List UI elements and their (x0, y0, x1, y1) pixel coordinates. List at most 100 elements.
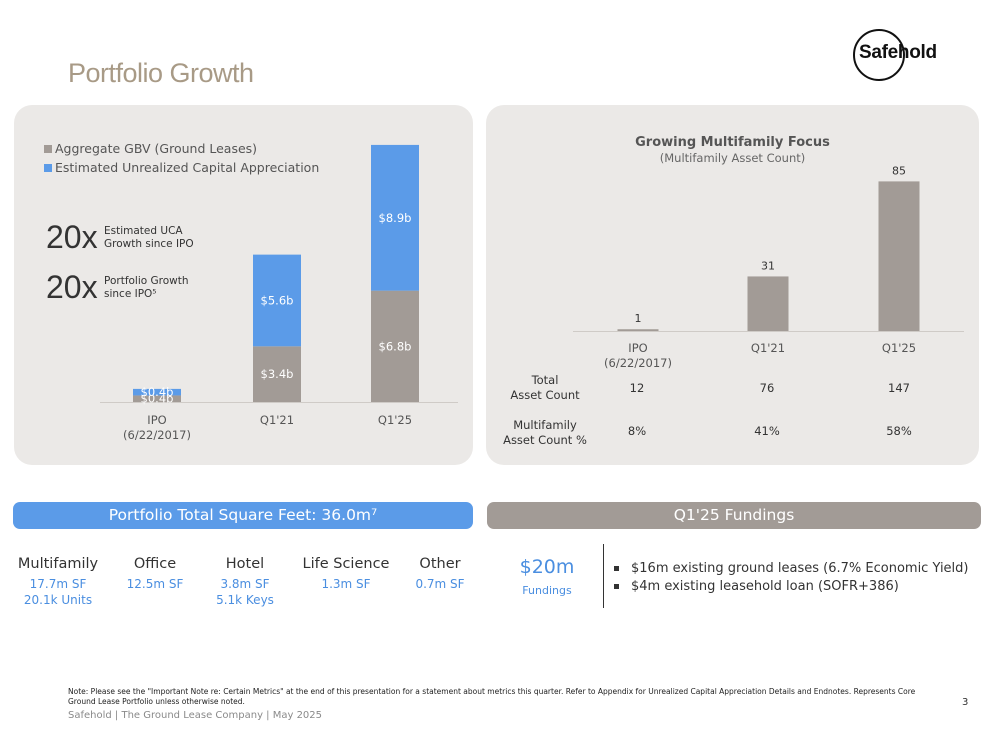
fundings-item: $16m existing ground leases (6.7% Econom… (614, 559, 969, 577)
fundings-header-bar: Q1'25 Fundings (487, 502, 981, 529)
bar-uca (253, 254, 301, 347)
sector-value-line1: 17.7m SF (29, 577, 87, 591)
row-label-line2: Asset Count % (503, 433, 587, 447)
x-tick-label: Q1'21 (751, 341, 785, 355)
footnote: Note: Please see the "Important Note re:… (68, 687, 916, 706)
total-square-feet-bar: Portfolio Total Square Feet: 36.0m⁷ (13, 502, 473, 529)
stat-big-value: 20x (46, 219, 98, 255)
gbv-legend: Aggregate GBV (Ground Leases) Estimated … (44, 139, 319, 177)
row-label-line1: Multifamily (513, 418, 577, 432)
multifamily-pct-ipo: 8% (627, 424, 647, 438)
sector-name: Office (133, 556, 177, 572)
x-tick-label: IPO (628, 341, 647, 355)
stat-uca-growth: 20x Estimated UCA Growth since IPO (46, 219, 204, 256)
x-tick-label: (6/22/2017) (123, 428, 191, 442)
chart-subtitle: (Multifamily Asset Count) (659, 151, 806, 165)
legend-label-uca: Estimated Unrealized Capital Appreciatio… (55, 160, 320, 175)
data-label: $5.6b (261, 293, 294, 307)
stat-portfolio-growth: 20x Portfolio Growth since IPO⁵ (46, 269, 204, 306)
safehold-logo: Safehold (853, 29, 937, 81)
sector-name: Multifamily (17, 556, 99, 572)
legend-label-gbv: Aggregate GBV (Ground Leases) (55, 141, 258, 156)
sector-name: Hotel (225, 556, 265, 572)
data-label: $6.8b (379, 339, 412, 353)
x-tick-label: IPO (147, 413, 166, 427)
bar-gbv (253, 346, 301, 402)
total-asset-count-q125: 147 (888, 381, 910, 395)
sector-value: 17.7m SF 20.1k Units (12, 576, 104, 608)
stat-label: Estimated UCA Growth since IPO (104, 225, 204, 251)
row-label-line1: Total (531, 373, 559, 387)
sector-multifamily: Multifamily 17.7m SF 20.1k Units (12, 556, 104, 608)
stat-label-line1: Portfolio Growth (104, 274, 189, 287)
chart-title: Growing Multifamily Focus (635, 135, 830, 150)
fundings-divider (603, 544, 604, 608)
sector-value-line1: 12.5m SF (126, 577, 184, 591)
x-tick-label: (6/22/2017) (604, 356, 672, 370)
bar-multifamily (617, 329, 659, 331)
fundings-item-text: $4m existing leasehold loan (SOFR+386) (631, 578, 899, 594)
multifamily-focus-panel: Growing Multifamily Focus (Multifamily A… (486, 105, 979, 465)
data-label: 85 (892, 164, 906, 177)
row-label-line2: Asset Count (510, 388, 580, 402)
multifamily-pct-q121: 41% (754, 424, 780, 438)
sector-value-line2: 20.1k Units (23, 593, 93, 607)
total-asset-count-ipo: 12 (629, 381, 645, 395)
total-asset-count-q121: 76 (759, 381, 775, 395)
bar-multifamily (747, 276, 789, 331)
row-label-multifamily-pct: Multifamily Asset Count % (500, 418, 590, 448)
x-tick-label: Q1'25 (882, 341, 916, 355)
sector-value-line1: 1.3m SF (321, 577, 371, 591)
legend-item-gbv: Aggregate GBV (Ground Leases) (44, 139, 319, 158)
bullet-icon (614, 583, 619, 589)
sector-value: 1.3m SF (298, 576, 394, 592)
sector-value-line1: 0.7m SF (415, 577, 465, 591)
legend-swatch-uca (44, 163, 52, 172)
data-label: $3.4b (261, 367, 294, 381)
legend-item-uca: Estimated Unrealized Capital Appreciatio… (44, 158, 319, 177)
data-label: 1 (635, 312, 642, 325)
sector-life-science: Life Science 1.3m SF (298, 556, 394, 592)
fundings-item-text: $16m existing ground leases (6.7% Econom… (631, 560, 969, 576)
stat-label-line2: since IPO⁵ (104, 287, 157, 300)
sector-value-line1: 3.8m SF (220, 577, 270, 591)
bar-uca (133, 388, 181, 396)
fundings-item: $4m existing leasehold loan (SOFR+386) (614, 577, 969, 595)
bar-gbv (133, 395, 181, 402)
logo-text: Safehold (859, 42, 937, 63)
stat-label-line2: Growth since IPO (104, 237, 194, 250)
sector-value: 0.7m SF (405, 576, 475, 592)
bullet-icon (614, 565, 619, 571)
data-label: 31 (761, 259, 775, 272)
stat-big-value: 20x (46, 269, 98, 305)
multifamily-asset-chart: 1 IPO(6/22/2017) 31 Q1'21 85 Q1'25 (573, 164, 964, 370)
bar-multifamily (878, 181, 920, 331)
sector-hotel: Hotel 3.8m SF 5.1k Keys (205, 556, 285, 608)
portfolio-growth-chart: $0.4b$0.4bIPO(6/22/2017)$3.4b$5.6bQ1'21$… (100, 144, 458, 442)
sector-other: Other 0.7m SF (405, 556, 475, 592)
page-number: 3 (962, 697, 969, 708)
sector-office: Office 12.5m SF (114, 556, 196, 592)
logo-circle (853, 29, 905, 81)
multifamily-pct-q125: 58% (886, 424, 912, 438)
footer: Safehold | The Ground Lease Company | Ma… (68, 710, 323, 721)
bar-gbv (371, 290, 419, 402)
bar-uca (371, 144, 419, 291)
fundings-amount: $20m (519, 556, 575, 578)
portfolio-growth-panel: Aggregate GBV (Ground Leases) Estimated … (14, 105, 473, 465)
row-label-total-asset-count: Total Asset Count (500, 373, 590, 403)
sector-name: Other (419, 556, 461, 572)
sector-value-line2: 5.1k Keys (216, 593, 274, 607)
fundings-amount-label: Fundings (522, 584, 572, 597)
x-tick-label: Q1'25 (378, 413, 412, 427)
sector-value: 3.8m SF 5.1k Keys (205, 576, 285, 608)
sector-name: Life Science (302, 556, 390, 572)
stat-label-line1: Estimated UCA (104, 224, 183, 237)
data-label: $8.9b (379, 211, 412, 225)
stat-label: Portfolio Growth since IPO⁵ (104, 275, 204, 301)
data-label: $0.4b (141, 385, 174, 399)
sector-value: 12.5m SF (114, 576, 196, 592)
x-tick-label: Q1'21 (260, 413, 294, 427)
legend-swatch-gbv (44, 144, 52, 153)
page-title: Portfolio Growth (68, 58, 254, 88)
